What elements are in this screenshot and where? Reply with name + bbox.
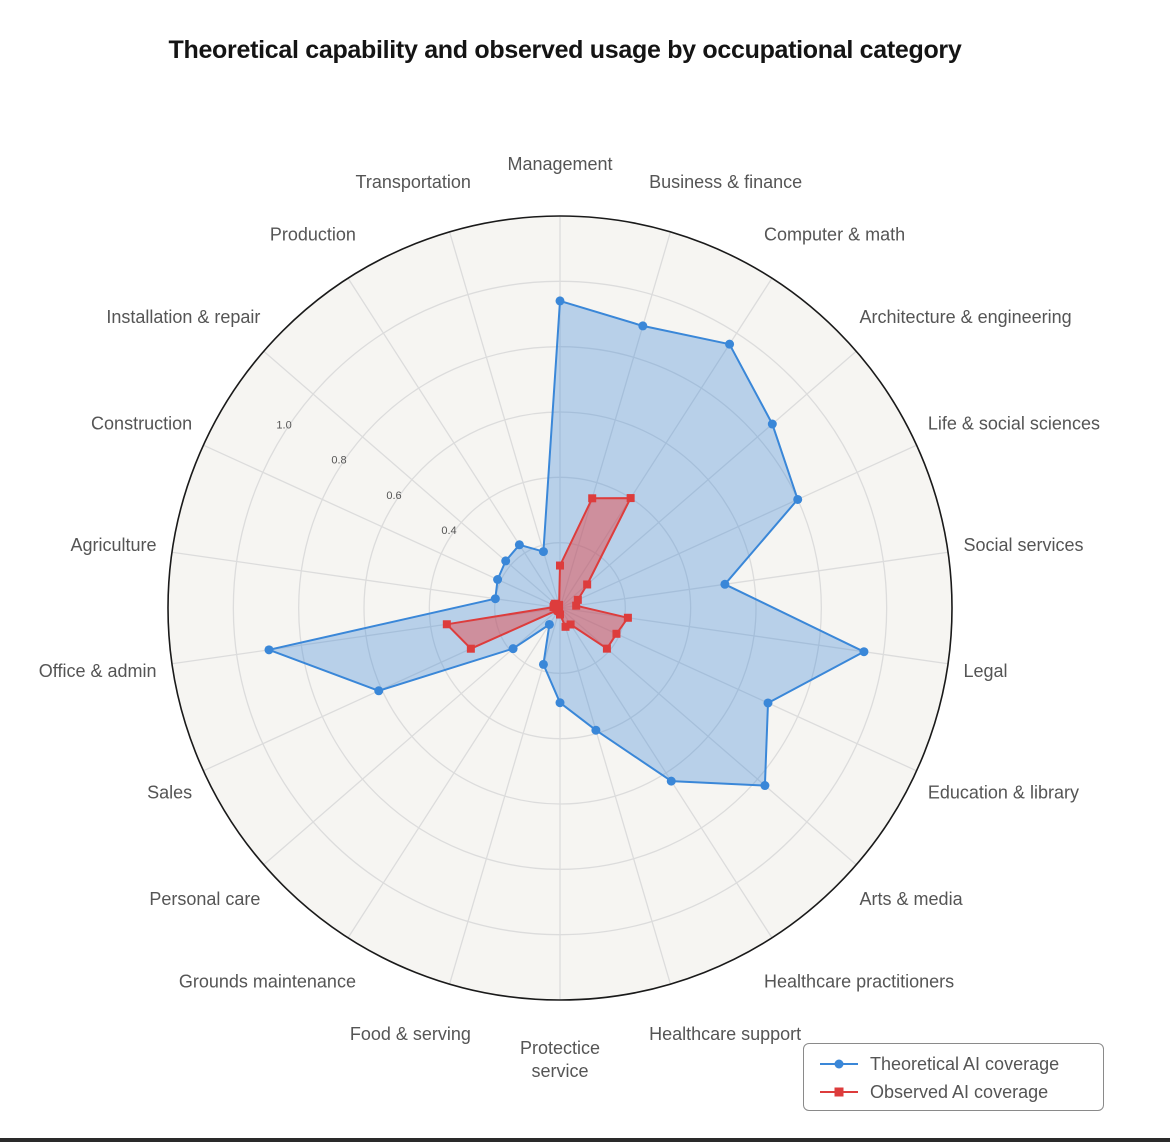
category-label: Personal care bbox=[149, 889, 260, 909]
category-label: Construction bbox=[91, 414, 192, 434]
data-point bbox=[763, 698, 773, 708]
grid-spoke bbox=[448, 231, 561, 609]
data-point bbox=[508, 644, 518, 654]
radial-tick-label: 0.8 bbox=[331, 455, 346, 467]
legend-item-theoretical: Theoretical AI coverage bbox=[818, 1052, 1059, 1076]
category-label: Social services bbox=[963, 535, 1083, 555]
data-point bbox=[725, 339, 735, 349]
category-label: Sales bbox=[147, 782, 192, 802]
category-label: Installation & repair bbox=[106, 307, 260, 327]
category-label: Healthcare support bbox=[649, 1024, 801, 1044]
category-label: Life & social sciences bbox=[928, 414, 1100, 434]
legend-marker-square-icon bbox=[820, 1087, 858, 1097]
data-point bbox=[602, 644, 611, 653]
data-point bbox=[555, 600, 564, 609]
grid-spoke bbox=[347, 277, 561, 609]
data-point bbox=[573, 595, 582, 604]
data-point bbox=[466, 644, 475, 653]
grid-spoke bbox=[559, 607, 773, 939]
legend-label: Observed AI coverage bbox=[870, 1081, 1049, 1102]
grid-spoke bbox=[559, 551, 949, 609]
data-point bbox=[493, 575, 503, 585]
data-point bbox=[793, 494, 803, 504]
chart-title: Theoretical capability and observed usag… bbox=[168, 36, 962, 64]
radial-tick-label: 0.6 bbox=[386, 490, 401, 502]
series-observed bbox=[442, 494, 635, 653]
plot-border bbox=[167, 215, 953, 1001]
data-point bbox=[666, 776, 676, 786]
category-label: Architecture & engineering bbox=[860, 307, 1072, 327]
data-point bbox=[374, 686, 384, 696]
series-theoretical bbox=[264, 296, 869, 791]
grid-spoke bbox=[559, 231, 672, 609]
data-point bbox=[623, 613, 632, 622]
category-label: Agriculture bbox=[70, 535, 156, 555]
data-point bbox=[767, 419, 777, 429]
data-point bbox=[583, 580, 592, 589]
data-point bbox=[626, 494, 635, 503]
category-label: Business & finance bbox=[649, 172, 802, 192]
data-point bbox=[490, 594, 500, 604]
data-point bbox=[501, 556, 511, 566]
data-point bbox=[538, 547, 548, 557]
data-point bbox=[638, 321, 648, 331]
data-point bbox=[612, 629, 621, 638]
grid-spoke bbox=[347, 607, 561, 939]
category-label: Office & admin bbox=[39, 661, 157, 681]
data-point bbox=[555, 698, 565, 708]
data-point bbox=[566, 620, 575, 629]
category-label: Production bbox=[270, 224, 356, 244]
grid-spoke bbox=[559, 277, 773, 609]
legend: Theoretical AI coverage Observed AI cove… bbox=[803, 1043, 1104, 1111]
legend-label: Theoretical AI coverage bbox=[870, 1053, 1060, 1074]
category-label: Education & library bbox=[928, 782, 1079, 802]
data-point bbox=[720, 579, 730, 589]
data-point bbox=[591, 725, 601, 735]
category-label: Legal bbox=[963, 661, 1007, 681]
data-point bbox=[859, 647, 869, 657]
grid-spoke bbox=[559, 444, 917, 609]
legend-marker-circle-icon bbox=[820, 1059, 858, 1069]
category-label-protectice-service: Protectice service bbox=[520, 1038, 600, 1081]
category-label: Food & serving bbox=[350, 1024, 471, 1044]
category-label: Management bbox=[507, 154, 612, 174]
data-point bbox=[555, 296, 565, 306]
grid-spoke bbox=[559, 350, 857, 609]
category-label: Computer & math bbox=[764, 224, 905, 244]
data-point bbox=[561, 622, 570, 631]
data-point bbox=[572, 601, 581, 610]
bottom-divider bbox=[0, 1138, 1170, 1142]
data-point bbox=[442, 620, 451, 629]
category-label: Healthcare practitioners bbox=[764, 972, 954, 992]
category-label: Transportation bbox=[356, 172, 471, 192]
data-point bbox=[588, 494, 597, 503]
data-point bbox=[544, 619, 554, 629]
data-point bbox=[538, 659, 548, 669]
radial-tick-label: 1.0 bbox=[276, 419, 291, 431]
data-point bbox=[264, 645, 274, 655]
data-point bbox=[556, 561, 564, 570]
category-label: Arts & media bbox=[860, 889, 964, 909]
data-point bbox=[760, 781, 770, 791]
grid-spoke bbox=[559, 607, 672, 985]
grid-spoke bbox=[263, 350, 561, 609]
data-point bbox=[514, 540, 524, 550]
radial-tick-label: 0.4 bbox=[441, 525, 456, 537]
category-label: Grounds maintenance bbox=[179, 972, 356, 992]
grid-spoke bbox=[448, 607, 561, 985]
legend-item-observed: Observed AI coverage bbox=[818, 1080, 1048, 1104]
